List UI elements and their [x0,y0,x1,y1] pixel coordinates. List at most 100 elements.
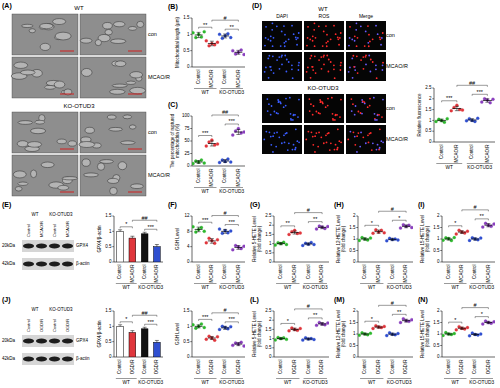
error-bar [210,239,214,244]
axis-label-line: Relative fluorescence [417,93,422,137]
data-point [476,117,479,120]
y-tick [190,153,192,154]
band-name: β-actin [76,261,90,266]
y-tick [440,262,442,263]
data-point [394,238,397,241]
blot-band [36,339,47,344]
cell-dot [349,26,351,28]
mean-line [318,227,326,228]
axis-label-line: mitochondria (%) [175,123,180,158]
significance-label: ## [142,310,149,316]
tick-label: 0 [187,354,190,359]
data-point [285,243,288,246]
x-axis [274,357,329,358]
data-point [216,335,219,338]
data-point [402,317,405,320]
cell-dot [334,114,336,116]
data-point [200,35,203,38]
cell-dot [307,37,309,39]
tick-label: 2 [269,222,272,227]
data-point [455,328,458,331]
data-point [216,41,219,44]
data-point [443,121,446,124]
significance-label: *** [229,316,236,322]
blot-band [62,262,73,267]
error-bar [197,161,201,164]
cell-dot [314,22,316,24]
cell-dot [268,103,270,105]
cell-dot [264,71,266,73]
tick-label: 1 [353,236,356,241]
cell-dot [354,136,356,138]
data-point [229,36,232,39]
cell-dot [312,144,314,146]
y-tick [356,322,358,323]
data-point [396,332,399,335]
mean-line [291,329,299,330]
cell-dot [270,136,272,138]
tem-texture [40,23,53,28]
significance-label: ## [222,109,229,115]
cell-dot [295,147,297,149]
band-name: GPX4 [76,338,89,343]
marks [442,320,495,338]
data-point [192,162,195,165]
row-label: MCAO/R [148,172,170,178]
fluorescence-image [262,52,302,81]
cell-dot [314,45,316,47]
group-label: KO-OTUD3 [303,380,328,385]
tick-label: 1.5 [425,107,432,112]
fluorescence-image [262,125,302,154]
cell-dot [351,110,353,112]
cell-dot [327,133,329,135]
axis-label: Relative 5-HETE Level(fold change) [252,311,262,357]
data-point [385,334,388,337]
data-point [326,225,329,228]
cell-dot [367,42,369,44]
cell-dot [313,29,315,31]
significance-label: * [454,220,457,226]
group-label: KO-OTUD3 [219,90,244,95]
cell-dot [349,37,351,39]
cell-dot [310,77,312,79]
marks [117,325,160,357]
data-point [399,321,402,324]
y-tick [112,311,114,312]
panel-d: (D)DAPIROSMergeWTconMCAO/RKO-OTUD3conMCA… [252,2,408,154]
data-point [312,338,315,341]
panel-title: (D) [252,2,262,10]
y-tick [432,131,434,132]
tem-texture [41,162,54,168]
error-bar [455,106,459,110]
cell-dot [380,44,382,46]
tick-label: 0 [269,354,272,359]
row-label: con [148,129,157,135]
group-line [470,283,493,284]
data-point [399,226,402,229]
tem-texture [130,72,143,78]
cell-dot [372,142,374,144]
tem-texture [53,19,66,25]
cell-dot [367,25,369,27]
cell-dot [379,38,381,40]
cell-dot [374,119,376,121]
data-point [479,237,482,240]
error-bar [306,338,310,340]
cell-dot [354,69,356,71]
data-point [221,37,224,40]
tem-texture [95,40,101,46]
mean-line [468,119,477,120]
cell-dot [326,45,328,47]
mean-line [277,243,285,244]
tem-texture [118,162,127,170]
cell-dot [276,59,278,61]
cell-dot [278,56,280,58]
significance-label: # [224,15,228,21]
cell-dot [314,55,316,57]
tick-label: 2 [437,308,440,313]
cell-dot [372,38,374,40]
tem-texture [30,128,45,133]
tem-texture [130,87,146,93]
cell-dot [325,25,327,27]
data-point [455,232,458,235]
